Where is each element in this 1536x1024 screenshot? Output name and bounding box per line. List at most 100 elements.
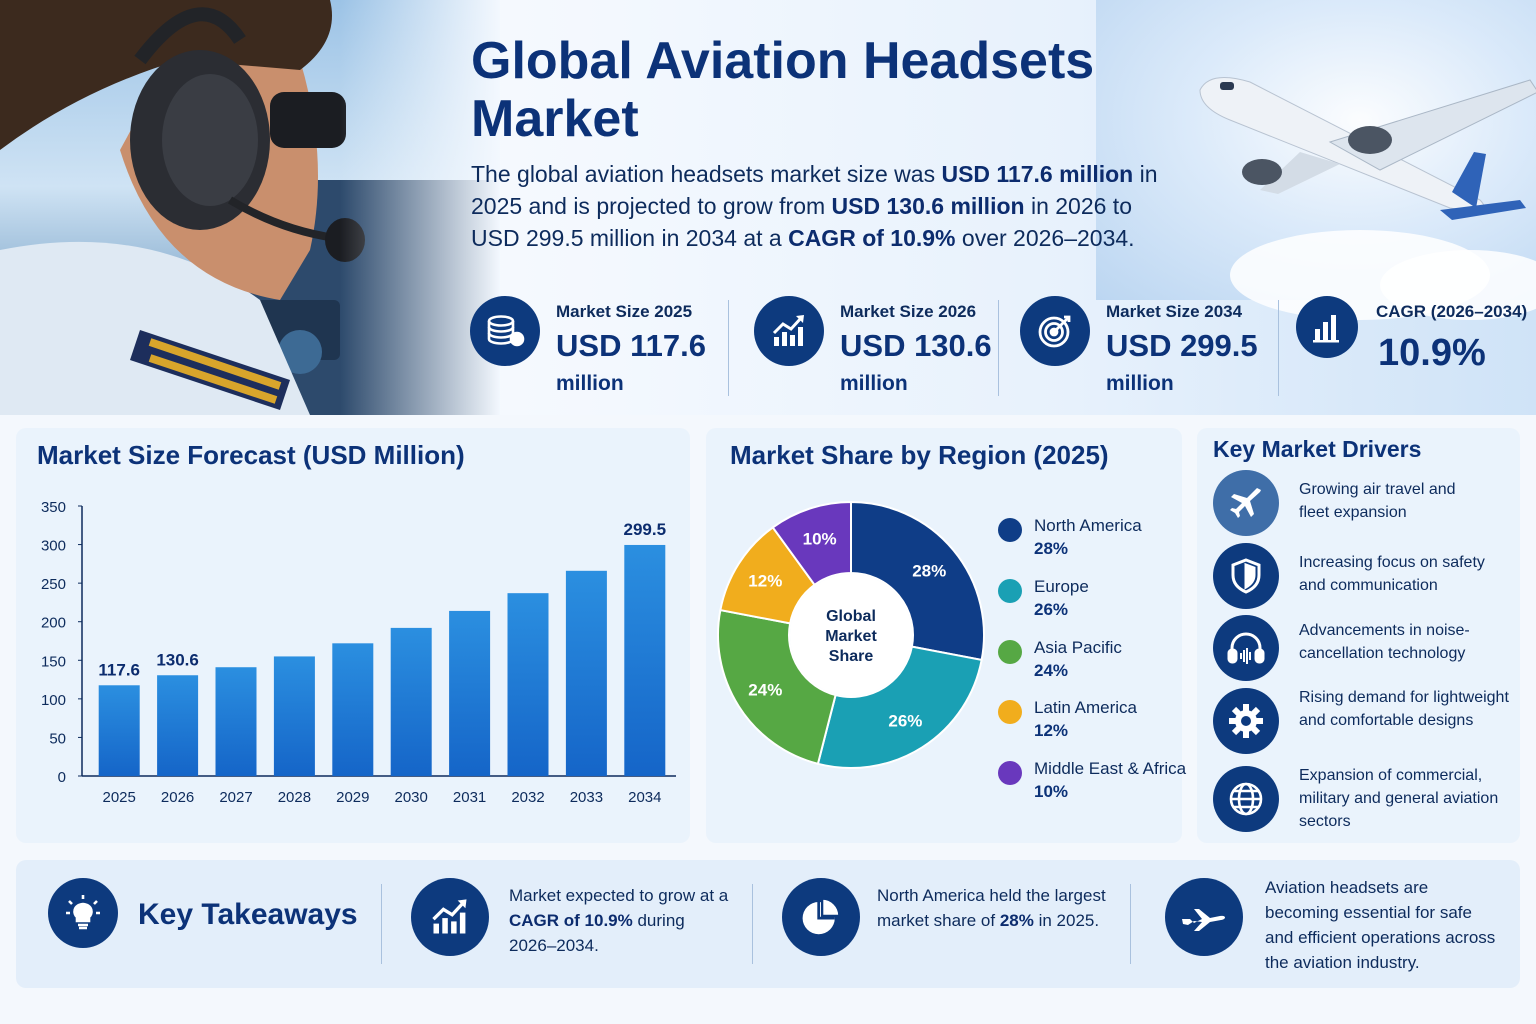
x-tick-label: 2025 [103, 789, 136, 806]
takeaway-text: Aviation headsets are becoming essential… [1265, 878, 1496, 972]
bar [507, 593, 549, 776]
driver-item: Advancements in noise-cancellation techn… [1213, 615, 1523, 685]
driver-item: Rising demand for lightweight and comfor… [1213, 688, 1523, 758]
growth-chart-icon [754, 296, 824, 366]
y-tick-label: 200 [41, 615, 66, 632]
y-tick-label: 50 [49, 730, 66, 747]
x-tick-label: 2034 [628, 789, 661, 806]
legend-value: 26% [1034, 600, 1069, 619]
region-title: Market Share by Region (2025) [730, 440, 1109, 470]
kpi-market-size-2025: Market Size 2025 USD 117.6 million [470, 296, 725, 396]
legend-label: Latin America [1034, 698, 1137, 717]
kpi-unit: million [840, 372, 908, 395]
y-tick-label: 350 [41, 499, 66, 516]
x-tick-label: 2027 [219, 789, 252, 806]
donut-center-label: Global [826, 608, 876, 625]
kpi-value: USD 299.5 [1106, 328, 1258, 363]
donut-chart: 28% 26% 24% 12% 10% Global Market Share [717, 500, 985, 769]
x-tick-label: 2029 [336, 789, 369, 806]
legend-value: 24% [1034, 661, 1069, 680]
drivers-title: Key Market Drivers [1213, 436, 1422, 462]
lightbulb-icon [48, 878, 118, 948]
slice-label: 12% [748, 572, 782, 591]
donut-slice [816, 645, 983, 769]
kpi-unit: million [1106, 372, 1174, 395]
driver-item: Increasing focus on safety and communica… [1213, 543, 1523, 613]
legend-value: 10% [1034, 782, 1069, 801]
x-tick-label: 2032 [511, 789, 544, 806]
legend-item: Middle East & Africa 10% [996, 755, 1186, 805]
takeaway-text: Market expected to grow at a CAGR of 10.… [509, 886, 729, 955]
shield-icon [1213, 543, 1279, 609]
legend-item: North America 28% [996, 512, 1186, 562]
divider [998, 300, 999, 396]
bar-chart: 0 50 100 150 200 250 300 350 2025 117.6 2026 130.6 2… [41, 499, 676, 806]
bar [565, 570, 607, 776]
y-tick-label: 100 [41, 692, 66, 709]
legend-item: Asia Pacific 24% [996, 634, 1186, 684]
y-tick-label: 300 [41, 538, 66, 555]
divider [381, 884, 382, 964]
hero-banner: Global Aviation Headsets Market The glob… [0, 0, 1536, 415]
donut-hole [790, 574, 912, 696]
gear-icon [1213, 688, 1279, 754]
pilot-photo [0, 0, 500, 415]
slice-label: 10% [803, 529, 837, 548]
kpi-market-size-2026: Market Size 2026 USD 130.6 million [754, 296, 1009, 396]
x-tick-label: 2031 [453, 789, 486, 806]
kpi-label: CAGR (2026–2034) [1376, 302, 1528, 321]
x-tick-label: 2028 [278, 789, 311, 806]
bar [215, 667, 257, 776]
donut-center-label: Share [829, 648, 874, 665]
driver-text: Advancements in noise-cancellation techn… [1299, 622, 1470, 662]
coins-icon [470, 296, 540, 366]
x-tick-label: 2030 [395, 789, 428, 806]
legend-label: Asia Pacific [1034, 638, 1122, 657]
airplane-icon [1165, 878, 1243, 956]
legend-swatch [998, 700, 1022, 724]
forecast-title: Market Size Forecast (USD Million) [37, 440, 465, 470]
donut-slice [771, 500, 852, 587]
donut-slice [717, 608, 837, 766]
donut-center-label: Market [825, 628, 877, 645]
donut-slice [850, 500, 985, 662]
bar-data-label: 117.6 [98, 660, 140, 679]
driver-text: Growing air travel and fleet expansion [1299, 481, 1456, 521]
bar [273, 656, 315, 776]
bar [332, 643, 374, 776]
kpi-label: Market Size 2034 [1106, 302, 1243, 321]
legend-item: Europe 26% [996, 573, 1186, 623]
legend-swatch [998, 518, 1022, 542]
y-tick-label: 150 [41, 653, 66, 670]
bar [157, 675, 199, 776]
kpi-label: Market Size 2025 [556, 302, 693, 321]
y-tick-label: 250 [41, 576, 66, 593]
page-title: Global Aviation Headsets Market [471, 32, 1095, 148]
bar [98, 685, 140, 776]
legend-value: 12% [1034, 721, 1069, 740]
legend-label: North America [1034, 516, 1142, 535]
kpi-value: USD 130.6 [840, 328, 992, 363]
legend-swatch [998, 640, 1022, 664]
divider [1130, 884, 1131, 964]
bar [449, 610, 491, 776]
legend-label: Europe [1034, 577, 1089, 596]
slice-label: 28% [912, 561, 946, 580]
kpi-label: Market Size 2026 [840, 302, 977, 321]
y-tick-label: 0 [58, 769, 66, 786]
kpi-value: 10.9% [1378, 332, 1486, 374]
airplane-icon [1213, 470, 1279, 536]
legend-swatch [998, 579, 1022, 603]
kpi-cagr: CAGR (2026–2034) 10.9% [1296, 296, 1530, 396]
slice-label: 26% [888, 712, 922, 731]
driver-item: Expansion of commercial, military and ge… [1213, 766, 1523, 836]
legend-item: Latin America 12% [996, 694, 1186, 744]
intro-paragraph: The global aviation headsets market size… [471, 161, 1158, 251]
divider [1278, 300, 1279, 396]
kpi-unit: million [556, 372, 624, 395]
pie-chart-icon [782, 878, 860, 956]
takeaway-text: North America held the largest market sh… [877, 886, 1106, 930]
x-tick-label: 2026 [161, 789, 194, 806]
growth-chart-icon [411, 878, 489, 956]
legend-value: 28% [1034, 539, 1069, 558]
